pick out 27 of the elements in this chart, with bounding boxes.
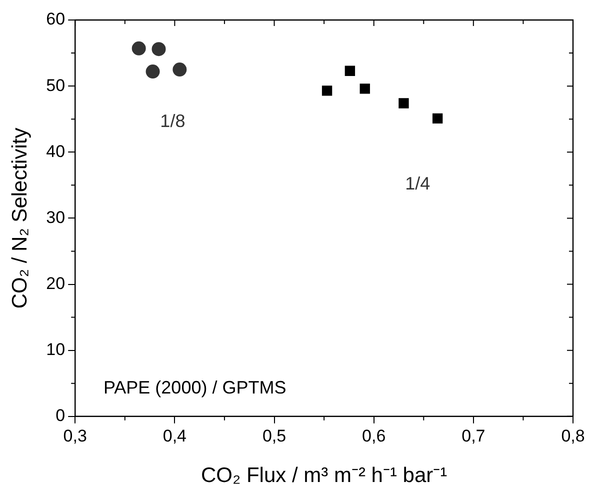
- point: [432, 113, 443, 124]
- x-tick-label: 0,3: [63, 426, 87, 446]
- y-tick-label: 20: [46, 274, 66, 293]
- annotation: 1/8: [160, 110, 186, 131]
- point: [146, 64, 160, 79]
- y-tick-label: 50: [46, 76, 66, 95]
- point: [360, 84, 370, 94]
- x-tick-label: 0,6: [362, 426, 386, 446]
- point: [152, 42, 166, 56]
- y-tick-label: 40: [46, 142, 66, 161]
- point: [322, 86, 332, 96]
- y-tick-label: 30: [46, 208, 66, 227]
- y-tick-label: 0: [56, 406, 66, 426]
- annotation: PAPE (2000) / GPTMS: [103, 378, 286, 398]
- y-axis-title: CO₂ / N₂ Selectivity: [8, 127, 32, 309]
- x-tick-label: 0,7: [462, 426, 486, 446]
- point: [344, 66, 356, 76]
- x-tick-label: 0,5: [262, 426, 286, 446]
- point: [398, 98, 409, 108]
- y-tick-label: 10: [46, 340, 66, 360]
- y-tick-label: 60: [46, 10, 66, 29]
- point: [132, 41, 146, 56]
- x-axis-title: CO₂ Flux / m³ m⁻² h⁻¹ bar⁻¹: [200, 464, 448, 488]
- x-tick-label: 0,8: [561, 426, 585, 446]
- annotation: 1/4: [405, 173, 430, 194]
- point: [172, 62, 187, 77]
- x-tick-label: 0,4: [162, 426, 187, 446]
